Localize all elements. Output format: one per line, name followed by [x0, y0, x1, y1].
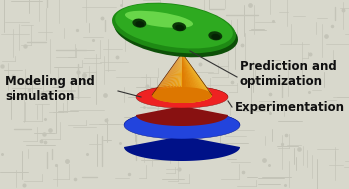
Polygon shape — [182, 53, 210, 92]
Polygon shape — [136, 86, 228, 126]
Polygon shape — [182, 53, 193, 103]
Polygon shape — [182, 53, 196, 88]
Polygon shape — [166, 53, 182, 102]
Polygon shape — [175, 53, 182, 103]
Text: Modeling and
simulation: Modeling and simulation — [5, 75, 95, 103]
Ellipse shape — [125, 11, 193, 28]
Polygon shape — [182, 53, 196, 102]
Polygon shape — [182, 53, 211, 94]
Polygon shape — [182, 53, 189, 103]
Ellipse shape — [112, 3, 236, 53]
Polygon shape — [154, 53, 182, 98]
Polygon shape — [182, 53, 187, 103]
Polygon shape — [182, 53, 200, 102]
Polygon shape — [182, 53, 211, 97]
Polygon shape — [182, 53, 200, 88]
Polygon shape — [182, 53, 210, 99]
Polygon shape — [182, 53, 208, 100]
Polygon shape — [159, 53, 182, 101]
Polygon shape — [182, 53, 209, 99]
Polygon shape — [182, 53, 205, 101]
Polygon shape — [152, 53, 182, 96]
Polygon shape — [161, 53, 182, 101]
Ellipse shape — [135, 21, 144, 27]
Polygon shape — [182, 53, 206, 90]
Text: Prediction and
optimization: Prediction and optimization — [240, 60, 337, 88]
Polygon shape — [153, 53, 182, 98]
Polygon shape — [177, 53, 182, 103]
Polygon shape — [163, 53, 182, 101]
Polygon shape — [182, 53, 212, 94]
Ellipse shape — [115, 4, 233, 49]
Polygon shape — [182, 53, 210, 93]
Polygon shape — [152, 53, 182, 96]
Polygon shape — [182, 53, 212, 95]
Polygon shape — [180, 53, 182, 103]
Polygon shape — [124, 111, 240, 161]
Polygon shape — [182, 53, 206, 100]
Polygon shape — [136, 86, 228, 108]
Polygon shape — [182, 53, 206, 100]
Polygon shape — [182, 53, 208, 100]
Polygon shape — [182, 53, 211, 97]
Polygon shape — [182, 53, 212, 96]
Polygon shape — [182, 53, 191, 103]
Polygon shape — [182, 53, 205, 90]
Polygon shape — [173, 53, 182, 103]
Polygon shape — [154, 53, 182, 99]
Polygon shape — [182, 53, 210, 98]
Ellipse shape — [208, 31, 222, 40]
Polygon shape — [182, 53, 211, 93]
Polygon shape — [182, 53, 211, 98]
Polygon shape — [182, 53, 203, 101]
Polygon shape — [182, 53, 201, 89]
Polygon shape — [182, 53, 203, 101]
Polygon shape — [182, 53, 203, 89]
Polygon shape — [182, 53, 212, 96]
Polygon shape — [182, 53, 198, 102]
Ellipse shape — [172, 22, 186, 31]
Polygon shape — [152, 87, 212, 103]
Polygon shape — [182, 53, 184, 87]
Polygon shape — [182, 53, 210, 99]
Polygon shape — [182, 53, 209, 99]
Polygon shape — [168, 53, 182, 102]
Ellipse shape — [114, 7, 238, 57]
Polygon shape — [182, 53, 193, 88]
Polygon shape — [182, 53, 191, 87]
Ellipse shape — [132, 19, 146, 28]
Polygon shape — [156, 53, 182, 100]
Polygon shape — [182, 53, 210, 98]
Polygon shape — [155, 53, 182, 99]
Ellipse shape — [175, 25, 184, 31]
Polygon shape — [153, 53, 182, 97]
Ellipse shape — [211, 34, 220, 40]
Polygon shape — [182, 53, 189, 87]
Polygon shape — [158, 53, 182, 100]
Polygon shape — [182, 53, 187, 103]
Polygon shape — [182, 53, 187, 87]
Polygon shape — [182, 53, 205, 101]
Polygon shape — [182, 53, 193, 103]
Polygon shape — [182, 53, 196, 102]
Polygon shape — [182, 53, 201, 101]
Polygon shape — [164, 53, 182, 102]
Polygon shape — [182, 53, 212, 96]
Polygon shape — [124, 111, 240, 139]
Polygon shape — [182, 53, 184, 103]
Polygon shape — [182, 53, 189, 103]
Polygon shape — [182, 53, 208, 91]
Text: Experimentation: Experimentation — [235, 101, 345, 114]
Polygon shape — [182, 53, 184, 103]
Polygon shape — [171, 53, 182, 103]
Polygon shape — [182, 53, 201, 101]
Polygon shape — [182, 53, 200, 102]
Polygon shape — [182, 53, 198, 88]
Polygon shape — [182, 53, 211, 98]
Polygon shape — [182, 53, 198, 102]
Polygon shape — [182, 53, 209, 91]
Polygon shape — [182, 53, 212, 96]
Polygon shape — [182, 53, 191, 103]
